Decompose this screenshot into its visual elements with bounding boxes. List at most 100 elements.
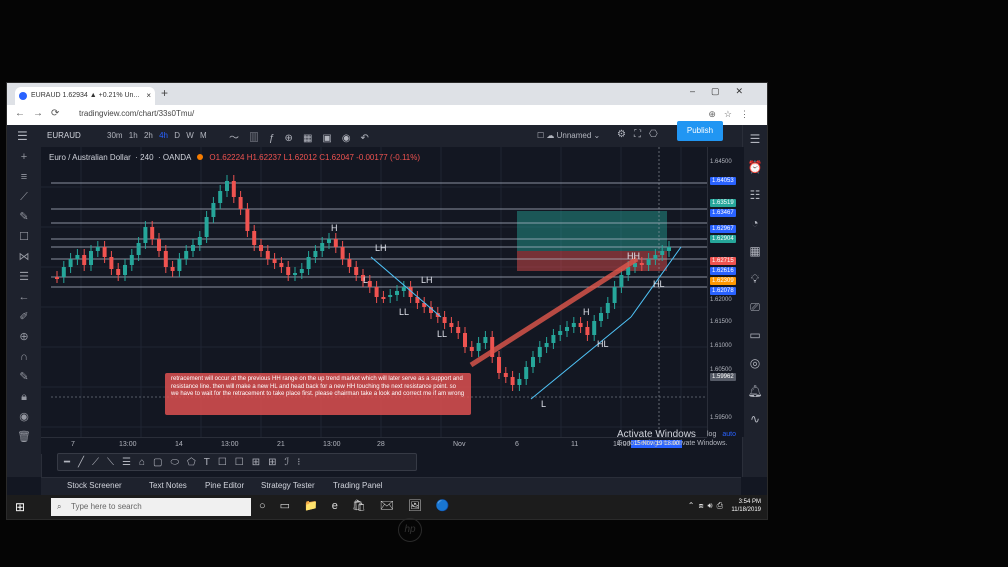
floating-drawing-toolbar[interactable]: ━╱⟋⟍☰⌂▢⬭⬠T☐☐⊞⊞ℐ⁝ — [57, 453, 417, 471]
taskbar-search[interactable]: ⌕ Type here to search — [51, 498, 251, 516]
bell-icon[interactable]: 🔔︎ — [747, 384, 763, 398]
candle-body — [612, 287, 617, 303]
tf-w[interactable]: W — [186, 131, 194, 140]
brush-icon[interactable]: ✎ — [19, 211, 29, 223]
watchlist-icon[interactable]: ☰ — [749, 132, 761, 146]
bottom-tab[interactable]: Trading Panel — [333, 481, 383, 490]
candle-body — [157, 239, 161, 251]
lock-drawings-icon[interactable]: ✎ — [19, 371, 29, 383]
menu-icon[interactable]: ☰ — [17, 129, 28, 143]
system-tray-icons[interactable]: ⌃⧈🔊︎⎙ — [687, 501, 727, 510]
price-tag: 1.62078 — [710, 287, 736, 295]
browser-tab[interactable]: EURAUD 1.62934 ▲ +0.21% Un... × — [15, 87, 155, 105]
ideas-icon[interactable]: 💡︎ — [750, 272, 760, 286]
chart-tools-icons[interactable]: 〜▥ƒ⊕▦▣◉↶ — [229, 133, 379, 144]
activate-windows-watermark: Activate Windows Go to Settings to activ… — [617, 429, 728, 447]
arrow-icon[interactable]: ← — [18, 291, 30, 303]
search-icon: ⌕ — [57, 502, 62, 511]
chat-icon[interactable]: ▭ — [749, 328, 761, 342]
eye-icon[interactable]: ◉ — [19, 411, 29, 423]
window-controls[interactable]: –▢✕ — [689, 86, 759, 96]
candle-body — [456, 327, 461, 333]
candle-body — [299, 269, 304, 273]
time-label: 14:00 — [613, 441, 631, 448]
layout-name[interactable]: ☐ ☁ Unnamed ⌄ — [537, 131, 601, 140]
tab-close-icon[interactable]: × — [146, 91, 151, 100]
alerts-icon[interactable]: ⏰ — [747, 160, 763, 174]
fib-icon[interactable]: ☰ — [19, 271, 29, 283]
wave-icon[interactable]: ∿ — [749, 412, 761, 426]
lock-icon[interactable]: 🔒︎ — [21, 391, 27, 403]
bottom-tab[interactable]: Stock Screener — [67, 481, 122, 490]
nav-buttons-icon[interactable]: ←→⟳ — [15, 108, 68, 119]
text-icon[interactable]: ☐ — [19, 231, 29, 243]
bottom-tab[interactable]: Strategy Tester — [261, 481, 315, 490]
candle-body — [585, 327, 590, 335]
candle-body — [469, 347, 474, 351]
price-tag: 1.63467 — [710, 209, 736, 217]
candle-body — [537, 347, 542, 357]
timeframe-selector[interactable]: 30m 1h 2h 4h D W M — [107, 131, 207, 140]
candle-body — [347, 259, 352, 267]
scale-options: log auto — [707, 431, 736, 438]
price-axis[interactable]: 1.64500 1.62000 1.61500 1.61000 1.60500 1.595… — [707, 147, 744, 437]
candle-body — [667, 247, 671, 251]
publish-button[interactable]: Publish — [677, 121, 723, 141]
magnet-icon[interactable]: ∩ — [20, 351, 28, 363]
tf-d[interactable]: D — [174, 131, 180, 140]
new-tab-button[interactable]: + — [161, 86, 169, 100]
candle-body — [82, 255, 87, 265]
candle-body — [646, 259, 651, 265]
legend-interval: 240 — [140, 153, 154, 162]
horizontal-line-icon[interactable]: ≡ — [20, 171, 28, 183]
log-scale-toggle[interactable]: log — [707, 431, 717, 438]
trend-line — [370, 256, 442, 318]
data-window-icon[interactable]: ☷ — [749, 188, 761, 202]
tf-4h[interactable]: 4h — [159, 131, 168, 140]
candle-body — [286, 267, 291, 275]
ruler-icon[interactable]: ✐ — [19, 311, 29, 323]
streams-icon[interactable]: ⎚ — [750, 300, 760, 314]
time-axis[interactable]: 15 Nov '19 18:00 7 13:00 14 13:00 21 13:00 28 N… — [41, 437, 707, 454]
tf-m[interactable]: M — [200, 131, 207, 140]
time-cursor-badge: 15 Nov '19 18:00 — [631, 440, 683, 448]
crosshair-icon[interactable]: + — [20, 151, 28, 163]
browser-extension-icons[interactable]: ⊕☆⋮ — [708, 109, 757, 119]
tf-2h[interactable]: 2h — [143, 131, 153, 140]
candle-body — [605, 303, 610, 313]
candle-body — [354, 267, 359, 275]
candle-body — [401, 287, 406, 291]
trendline-icon[interactable]: ⟋ — [20, 191, 28, 203]
zoom-icon[interactable]: ⊕ — [19, 331, 29, 343]
calendar-icon[interactable]: ▦ — [749, 244, 761, 258]
notifications-icon[interactable]: ◎ — [749, 356, 761, 370]
swing-label: HL — [597, 339, 609, 349]
screen: EURAUD 1.62934 ▲ +0.21% Un... × + –▢✕ ←→… — [6, 82, 768, 520]
candle-body — [422, 303, 427, 307]
candle-body — [225, 181, 229, 191]
time-label: 13:00 — [323, 441, 341, 448]
trash-icon[interactable]: 🗑︎ — [17, 431, 31, 443]
hotlist-icon[interactable]: ◔ — [751, 216, 759, 230]
candle-body — [61, 267, 66, 277]
tf-30m[interactable]: 30m — [107, 131, 123, 140]
bottom-tab[interactable]: Text Notes — [149, 481, 187, 490]
swing-label: LH — [375, 243, 387, 253]
settings-fullscreen-snapshot-icons[interactable]: ⚙⛶⎔ — [617, 129, 666, 140]
trend-line — [630, 246, 682, 318]
annotation-callout[interactable]: retracement will occur at the previous H… — [165, 373, 471, 415]
symbol-search[interactable]: EURAUD — [47, 131, 81, 140]
time-label: 13:00 — [119, 441, 137, 448]
windows-start-icon[interactable]: ⊞ — [15, 500, 26, 514]
tf-1h[interactable]: 1h — [128, 131, 138, 140]
time-label: Nov — [453, 441, 466, 448]
auto-scale-toggle[interactable]: auto — [722, 431, 736, 438]
bottom-tab[interactable]: Pine Editor — [205, 481, 245, 490]
taskbar-apps[interactable]: ○▭📁e🛍✉🖼🔵 — [259, 500, 464, 512]
candle-body — [95, 247, 100, 251]
taskbar-clock[interactable]: 3:54 PM 11/18/2019 — [731, 498, 761, 514]
pattern-icon[interactable]: ⋈ — [18, 251, 30, 263]
candle-body — [109, 257, 114, 269]
url-field[interactable]: tradingview.com/chart/33s0Tmu/ — [79, 109, 195, 118]
